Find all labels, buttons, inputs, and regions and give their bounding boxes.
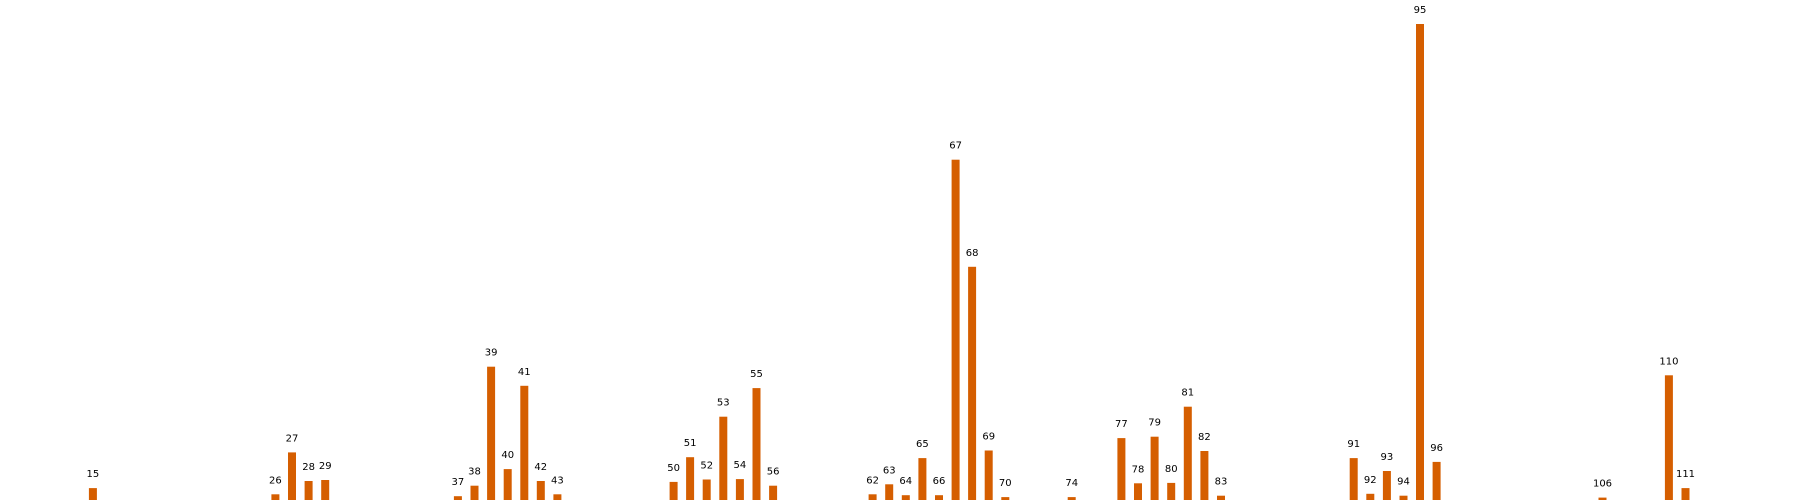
bar-data-label: 42 (534, 462, 547, 473)
bar-data-label: 106 (1593, 479, 1612, 490)
bar (1217, 495, 1225, 500)
bar (1382, 471, 1391, 500)
bar-data-label: 67 (949, 141, 962, 152)
bar-data-label: 79 (1148, 418, 1161, 429)
bar-data-label: 82 (1198, 432, 1211, 443)
bar (1167, 482, 1176, 500)
bar-data-label: 56 (767, 467, 780, 478)
bar (1399, 495, 1408, 500)
bar-data-label: 43 (551, 475, 564, 486)
bar (1416, 24, 1424, 500)
bar (1681, 488, 1690, 500)
bar (901, 495, 910, 500)
bar (702, 479, 711, 500)
bar-data-label: 91 (1347, 439, 1360, 450)
bar (1150, 436, 1159, 500)
bar (752, 388, 761, 500)
bar-data-label: 110 (1659, 356, 1678, 367)
bar (669, 481, 678, 500)
bar-data-label: 53 (717, 398, 730, 409)
bar-data-label: 65 (916, 439, 929, 450)
bar-data-label: 78 (1132, 464, 1145, 475)
bar-data-label: 26 (269, 475, 282, 486)
bar-data-label: 38 (468, 467, 481, 478)
bar (470, 485, 479, 500)
bar (288, 452, 296, 500)
bar-data-label: 64 (899, 476, 912, 487)
bar (951, 159, 960, 500)
bar (1432, 461, 1441, 500)
bar-data-label: 63 (883, 465, 896, 476)
bar-data-label: 39 (485, 348, 498, 359)
bar (935, 495, 943, 500)
bar (1067, 497, 1076, 500)
bar-data-label: 41 (518, 367, 531, 378)
bar-data-label: 29 (319, 461, 332, 472)
bar-data-label: 111 (1676, 469, 1695, 480)
bar (536, 481, 545, 500)
bar (1001, 497, 1010, 500)
bar-data-label: 80 (1165, 464, 1178, 475)
bar (453, 496, 462, 500)
bar (868, 494, 877, 500)
bar-data-label: 69 (982, 432, 995, 443)
bar (885, 484, 894, 500)
bar (88, 488, 97, 500)
bar (503, 469, 512, 500)
bar-data-label: 96 (1430, 443, 1443, 454)
bar-data-label: 81 (1181, 388, 1194, 399)
bar-data-label: 55 (750, 369, 763, 380)
bar (520, 385, 529, 500)
bar-data-label: 77 (1115, 419, 1128, 430)
bar-data-label: 37 (452, 477, 465, 488)
bar (1366, 493, 1375, 500)
bar (271, 494, 280, 500)
bar-data-label: 74 (1065, 478, 1078, 489)
bar (918, 458, 927, 500)
bar-data-label: 27 (286, 433, 299, 444)
bar (735, 479, 744, 500)
bar (719, 416, 728, 500)
bar (1664, 375, 1673, 500)
bar (1349, 458, 1358, 500)
bar-data-label: 52 (700, 461, 713, 472)
bar-data-label: 95 (1414, 5, 1427, 16)
bar-data-label: 66 (933, 476, 946, 487)
bar (1200, 451, 1209, 500)
bar-data-label: 94 (1397, 477, 1410, 488)
bars-layer (88, 24, 1690, 500)
bar (553, 494, 562, 500)
bar (769, 485, 778, 500)
bar (487, 366, 496, 500)
bar (1134, 483, 1142, 500)
bar-data-label: 62 (866, 475, 879, 486)
bar (1598, 497, 1607, 500)
bar-data-label: 83 (1215, 477, 1228, 488)
bar-data-label: 93 (1381, 452, 1394, 463)
bar-data-label: 51 (684, 438, 697, 449)
bar (968, 266, 977, 500)
bar (321, 480, 330, 500)
bar-data-label: 40 (501, 450, 514, 461)
bar-data-label: 28 (302, 462, 315, 473)
bar (984, 450, 993, 500)
bar-data-label: 92 (1364, 475, 1377, 486)
bar-data-label: 70 (999, 478, 1012, 489)
bar-data-label: 50 (667, 463, 680, 474)
bar-data-label: 68 (966, 248, 979, 259)
bar-data-label: 15 (87, 469, 100, 480)
bar (1183, 406, 1192, 500)
bar-data-label: 54 (734, 460, 747, 471)
bar (304, 481, 313, 500)
bar (686, 457, 695, 500)
bar (1117, 438, 1126, 500)
